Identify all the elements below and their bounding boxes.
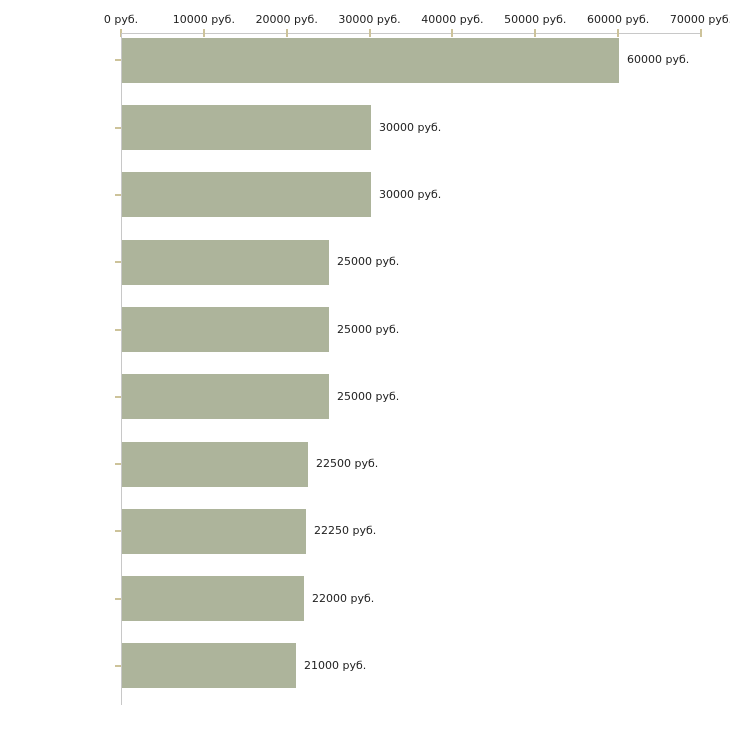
bar bbox=[122, 105, 371, 150]
x-axis-tick-label: 40000 руб. bbox=[421, 13, 484, 26]
y-axis-tick bbox=[115, 127, 121, 129]
bar bbox=[122, 576, 304, 621]
bar bbox=[122, 172, 371, 217]
bar bbox=[122, 643, 296, 688]
x-axis-tick-label: 30000 руб. bbox=[338, 13, 401, 26]
value-label: 30000 руб. bbox=[379, 121, 442, 134]
bar bbox=[122, 240, 329, 285]
bar bbox=[122, 509, 306, 554]
y-axis-line bbox=[121, 33, 122, 705]
x-axis-tick-label: 10000 руб. bbox=[172, 13, 235, 26]
x-axis-tick bbox=[534, 29, 537, 37]
x-axis-tick bbox=[202, 29, 205, 37]
x-axis-tick-label: 70000 руб. bbox=[669, 13, 730, 26]
y-axis-tick bbox=[115, 261, 121, 263]
value-label: 22500 руб. bbox=[316, 457, 379, 470]
x-axis-tick-label: 50000 руб. bbox=[504, 13, 567, 26]
x-axis-tick bbox=[368, 29, 371, 37]
bar bbox=[122, 374, 329, 419]
y-axis-tick bbox=[115, 194, 121, 196]
y-axis-tick bbox=[115, 59, 121, 61]
x-axis-tick-label: 60000 руб. bbox=[587, 13, 650, 26]
bar bbox=[122, 442, 308, 487]
y-axis-tick bbox=[115, 463, 121, 465]
x-axis-tick bbox=[451, 29, 454, 37]
y-axis-tick bbox=[115, 396, 121, 398]
x-axis-tick-label: 20000 руб. bbox=[255, 13, 318, 26]
y-axis-tick bbox=[115, 530, 121, 532]
value-label: 21000 руб. bbox=[304, 659, 367, 672]
bar bbox=[122, 38, 619, 83]
x-axis-tick bbox=[285, 29, 288, 37]
x-axis-tick-label: 0 руб. bbox=[103, 13, 139, 26]
value-label: 22000 руб. bbox=[312, 592, 375, 605]
x-axis-line bbox=[121, 33, 702, 34]
value-label: 25000 руб. bbox=[337, 323, 400, 336]
value-label: 60000 руб. bbox=[627, 53, 690, 66]
bar bbox=[122, 307, 329, 352]
y-axis-tick bbox=[115, 329, 121, 331]
value-label: 22250 руб. bbox=[314, 524, 377, 537]
y-axis-tick bbox=[115, 665, 121, 667]
value-label: 25000 руб. bbox=[337, 390, 400, 403]
value-label: 25000 руб. bbox=[337, 255, 400, 268]
y-axis-tick bbox=[115, 598, 121, 600]
value-label: 30000 руб. bbox=[379, 188, 442, 201]
x-axis-tick bbox=[617, 29, 620, 37]
x-axis-tick bbox=[700, 29, 702, 37]
